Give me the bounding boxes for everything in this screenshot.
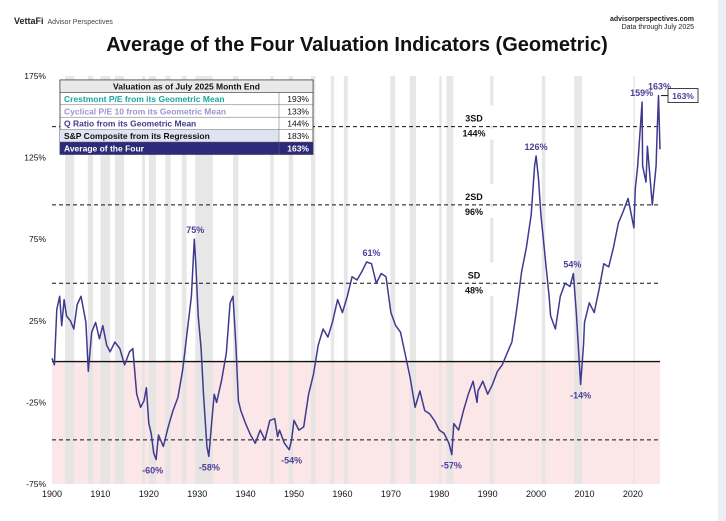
reference-line-label: 2SD [465, 192, 483, 202]
peak-trough-label: 159% [630, 88, 653, 98]
recession-band [114, 76, 125, 484]
peak-trough-label: -54% [281, 456, 302, 466]
reference-label-bg [454, 262, 494, 283]
y-tick-label: -75% [26, 479, 46, 489]
reference-line-value: 144% [462, 129, 485, 139]
brand-logo: VettaFi Advisor Perspectives [14, 16, 113, 26]
reference-label-bg [454, 206, 494, 218]
reference-label-bg [454, 285, 494, 297]
legend-row-value: 193% [287, 94, 309, 104]
recession-band [439, 76, 442, 484]
peak-trough-label: 61% [362, 248, 380, 258]
legend-row-value: 163% [287, 144, 309, 154]
peak-trough-label: 126% [525, 142, 548, 152]
x-tick-label: 1920 [139, 489, 159, 499]
legend-row-label: Q Ratio from its Geometric Mean [64, 119, 196, 129]
latest-callout-box [667, 88, 699, 103]
legend-row-value: 133% [287, 106, 309, 116]
x-tick-label: 1990 [478, 489, 498, 499]
y-tick-label: 125% [24, 153, 46, 163]
recession-band [142, 76, 145, 484]
x-tick-label: 1910 [90, 489, 110, 499]
x-tick-label: 1970 [381, 489, 401, 499]
legend-row-bg [60, 129, 279, 142]
x-tick-label: 2000 [526, 489, 546, 499]
recession-band [100, 76, 111, 484]
recession-band [165, 76, 171, 484]
recession-band [233, 76, 239, 484]
recession-band [343, 76, 348, 484]
x-tick-label: 1950 [284, 489, 304, 499]
latest-value-label: 163% [672, 91, 694, 101]
series-line-average [51, 94, 661, 461]
x-tick-label: 1980 [429, 489, 449, 499]
legend-row-label: Crestmont P/E from its Geometric Mean [64, 94, 225, 104]
x-tick-label: 2020 [623, 489, 643, 499]
recession-band [288, 76, 294, 484]
reference-label-bg [454, 128, 494, 140]
recession-band [181, 76, 187, 484]
recession-band [330, 76, 335, 484]
legend-row-highlight [60, 142, 313, 155]
window-edge [718, 0, 726, 521]
legend-row-value: 183% [287, 131, 309, 141]
legend-row-label: S&P Composite from its Regression [64, 131, 210, 141]
reference-label-bg [454, 105, 494, 126]
peak-trough-label: -57% [441, 461, 462, 471]
recession-band [310, 76, 316, 484]
y-tick-label: 175% [24, 71, 46, 81]
recession-band [390, 76, 396, 484]
x-tick-label: 1940 [236, 489, 256, 499]
recession-band [87, 76, 94, 484]
reference-line-label: SD [468, 270, 481, 280]
peak-trough-label: -58% [199, 462, 220, 472]
x-tick-label: 1900 [42, 489, 62, 499]
brand-name: VettaFi [14, 16, 44, 26]
recession-band [633, 76, 635, 484]
data-through-note: Data through July 2025 [621, 24, 694, 31]
legend-row-label: Average of the Four [64, 144, 145, 154]
y-tick-label: -25% [26, 397, 46, 407]
x-tick-label: 1930 [187, 489, 207, 499]
legend-row-value: 144% [287, 119, 309, 129]
y-tick-label: 75% [29, 234, 46, 244]
reference-line-value: 48% [465, 285, 483, 295]
peak-trough-label: -14% [570, 390, 591, 400]
recession-band [541, 76, 546, 484]
source-url: advisorperspectives.com [609, 16, 694, 23]
peak-trough-label: 54% [563, 259, 581, 269]
chart-title: Average of the Four Valuation Indicators… [106, 34, 608, 56]
y-tick-label: 25% [29, 316, 46, 326]
recession-band [409, 76, 417, 484]
source-note: advisorperspectives.com Data through Jul… [610, 16, 694, 32]
reference-line-label: 3SD [465, 114, 483, 124]
recession-band [148, 76, 157, 484]
peak-trough-label: 75% [186, 225, 204, 235]
legend-row-label: Cyclical P/E 10 from its Geometric Mean [64, 106, 226, 116]
peak-trough-label: 163% [648, 82, 671, 92]
brand-subtitle: Advisor Perspectives [47, 19, 113, 26]
recession-band [574, 76, 583, 484]
x-tick-label: 1960 [332, 489, 352, 499]
recession-band [446, 76, 454, 484]
recession-band [195, 76, 213, 484]
recession-band [65, 76, 75, 484]
reference-line-value: 96% [465, 207, 483, 217]
x-tick-label: 2010 [574, 489, 594, 499]
legend-table-header: Valuation as of July 2025 Month End [113, 82, 260, 92]
recession-band [270, 76, 274, 484]
reference-label-bg [454, 183, 494, 204]
peak-trough-label: -60% [142, 466, 163, 476]
